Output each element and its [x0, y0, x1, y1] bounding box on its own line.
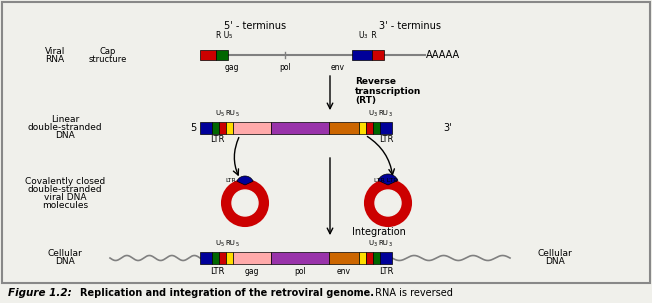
Bar — [226, 122, 233, 134]
Text: 5: 5 — [229, 35, 233, 39]
Text: Cellular: Cellular — [538, 249, 572, 258]
Text: RU: RU — [378, 240, 388, 246]
Text: 5: 5 — [221, 241, 224, 247]
Text: 3: 3 — [374, 112, 377, 116]
Text: Integration: Integration — [352, 227, 406, 237]
Text: RU: RU — [225, 240, 235, 246]
Bar — [380, 122, 392, 134]
Text: U: U — [215, 110, 220, 116]
Text: gag: gag — [244, 267, 259, 275]
Bar — [352, 50, 372, 60]
Bar — [212, 252, 219, 264]
Bar — [233, 122, 271, 134]
Text: Reverse: Reverse — [355, 78, 396, 86]
Text: RNA is reversed: RNA is reversed — [372, 288, 453, 298]
Bar — [380, 252, 392, 264]
Text: pol: pol — [279, 62, 291, 72]
Text: RU: RU — [378, 110, 388, 116]
Text: (RT): (RT) — [355, 96, 376, 105]
Bar — [219, 252, 226, 264]
Circle shape — [375, 190, 401, 216]
Wedge shape — [378, 174, 398, 185]
Circle shape — [232, 190, 258, 216]
Bar — [200, 252, 212, 264]
Bar — [366, 252, 373, 264]
Text: 5: 5 — [190, 123, 196, 133]
Text: LTR: LTR — [210, 135, 224, 145]
Text: LTR: LTR — [379, 267, 393, 275]
Text: 5' - terminus: 5' - terminus — [224, 21, 286, 31]
Text: DNA: DNA — [55, 258, 75, 267]
Text: env: env — [331, 62, 345, 72]
Text: U: U — [368, 240, 373, 246]
Text: 5: 5 — [221, 112, 224, 116]
Text: RU: RU — [225, 110, 235, 116]
Text: RNA: RNA — [46, 55, 65, 65]
Text: 3: 3 — [374, 241, 377, 247]
Text: LTR: LTR — [210, 267, 224, 275]
Text: LTR: LTR — [226, 178, 237, 184]
Text: 3': 3' — [443, 123, 452, 133]
Bar — [216, 50, 228, 60]
Bar — [359, 252, 366, 264]
Bar — [373, 122, 380, 134]
Text: Replication and integration of the retroviral genome.: Replication and integration of the retro… — [80, 288, 374, 298]
Text: 3' - terminus: 3' - terminus — [379, 21, 441, 31]
Text: AAAAA: AAAAA — [426, 50, 460, 60]
Text: R U: R U — [216, 32, 230, 41]
Bar — [329, 122, 359, 134]
Wedge shape — [237, 176, 253, 185]
Bar — [212, 122, 219, 134]
Bar — [200, 50, 216, 60]
Text: 5: 5 — [236, 241, 239, 247]
Text: gag: gag — [225, 62, 239, 72]
Text: double-stranded: double-stranded — [27, 185, 102, 194]
Text: 3: 3 — [389, 241, 392, 247]
Bar — [271, 252, 329, 264]
Text: Cap: Cap — [100, 48, 116, 56]
Text: molecules: molecules — [42, 201, 88, 209]
Text: 5: 5 — [236, 112, 239, 116]
Bar — [219, 122, 226, 134]
Text: Cellular: Cellular — [48, 249, 82, 258]
Bar — [233, 252, 271, 264]
Text: env: env — [337, 267, 351, 275]
Bar — [200, 122, 212, 134]
Text: Viral: Viral — [45, 48, 65, 56]
Bar — [226, 252, 233, 264]
Text: DNA: DNA — [55, 132, 75, 141]
Text: U: U — [368, 110, 373, 116]
Text: U: U — [215, 240, 220, 246]
Text: 3: 3 — [364, 35, 368, 39]
Bar — [329, 252, 359, 264]
Bar — [359, 122, 366, 134]
Bar — [372, 50, 384, 60]
Text: pol: pol — [294, 267, 306, 275]
Text: Figure 1.2:: Figure 1.2: — [8, 288, 72, 298]
Bar — [373, 252, 380, 264]
Text: transcription: transcription — [355, 88, 421, 96]
Circle shape — [222, 180, 268, 226]
Text: viral DNA: viral DNA — [44, 192, 86, 201]
Text: LTR: LTR — [379, 135, 393, 145]
Bar — [366, 122, 373, 134]
Text: DNA: DNA — [545, 258, 565, 267]
Text: structure: structure — [89, 55, 127, 65]
Text: Linear: Linear — [51, 115, 79, 125]
Text: LTR LTR: LTR LTR — [374, 178, 398, 182]
Text: double-stranded: double-stranded — [27, 124, 102, 132]
Circle shape — [365, 180, 411, 226]
Bar — [271, 122, 329, 134]
Text: U: U — [358, 32, 364, 41]
Text: 3: 3 — [389, 112, 392, 116]
Text: R: R — [369, 32, 377, 41]
Text: Covalently closed: Covalently closed — [25, 177, 105, 185]
